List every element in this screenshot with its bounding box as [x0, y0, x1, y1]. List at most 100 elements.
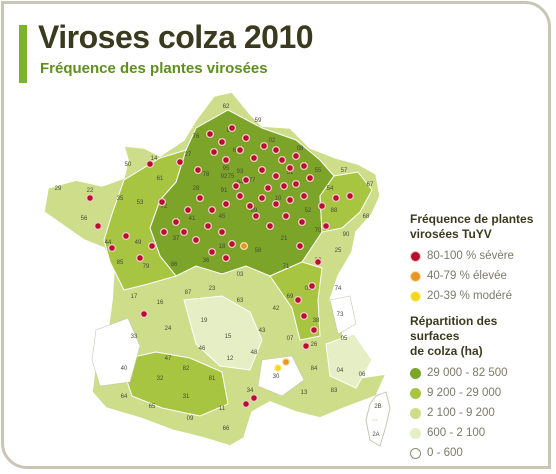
department-label-29: 29 [55, 186, 62, 192]
department-label-19: 19 [201, 318, 208, 324]
virus-frequency-dot [309, 325, 319, 335]
department-label-78: 78 [203, 172, 210, 178]
department-label-65: 65 [149, 404, 156, 410]
department-label-16: 16 [157, 300, 164, 306]
department-label-40: 40 [121, 366, 128, 372]
zone-none-southwest [91, 317, 141, 387]
department-label-91: 91 [221, 188, 228, 194]
department-label-71: 71 [283, 264, 290, 270]
department-label-23: 23 [209, 286, 216, 292]
department-label-2B: 2B [374, 404, 381, 410]
virus-frequency-dot [279, 181, 289, 191]
virus-frequency-dot [293, 295, 303, 305]
surface-legend-title: Répartition des surfaces de colza (ha) [410, 314, 550, 359]
department-label-55: 55 [315, 168, 322, 174]
department-label-50: 50 [125, 162, 132, 168]
virus-frequency-dot [217, 137, 227, 147]
virus-frequency-dot [179, 227, 189, 237]
department-label-24: 24 [165, 326, 172, 332]
virus-frequency-dot [183, 205, 193, 215]
zone-medium-east [319, 171, 373, 233]
corsica [365, 391, 391, 447]
department-label-17: 17 [131, 294, 138, 300]
virus-frequency-dot [265, 221, 275, 231]
virus-frequency-dot [195, 193, 205, 203]
department-label-56: 56 [81, 216, 88, 222]
virus-frequency-dot [231, 181, 241, 191]
department-label-35: 35 [117, 196, 124, 202]
department-label-22: 22 [87, 188, 94, 194]
department-label-63: 63 [237, 298, 244, 304]
department-label-51: 51 [287, 170, 294, 176]
frequency-swatch-moderate [410, 290, 421, 302]
department-label-82: 82 [183, 366, 190, 372]
virus-frequency-dot [241, 133, 251, 143]
virus-frequency-dot [299, 311, 309, 321]
virus-frequency-dot [263, 183, 273, 193]
virus-frequency-dot [209, 147, 219, 157]
department-label-84: 84 [311, 366, 318, 372]
virus-frequency-dot [271, 145, 281, 155]
department-label-36: 36 [203, 258, 210, 264]
virus-frequency-dots [85, 123, 355, 409]
frequency-legend-item: 40-79 % élevée [410, 266, 550, 286]
virus-frequency-dot [281, 211, 291, 221]
virus-frequency-dot [191, 235, 201, 245]
department-label-77: 77 [249, 178, 256, 184]
surface-swatch-3 [410, 407, 421, 419]
surface-legend-item: 2 100 - 9 200 [410, 403, 550, 423]
virus-frequency-dot [227, 239, 237, 249]
department-label-62: 62 [223, 104, 230, 110]
department-label-27: 27 [185, 152, 192, 158]
virus-frequency-dot [307, 281, 317, 291]
surface-legend-title-line1: Répartition des surfaces [410, 314, 498, 343]
department-label-72: 72 [161, 204, 168, 210]
department-label-87: 87 [185, 290, 192, 296]
department-label-68: 68 [363, 214, 370, 220]
virus-frequency-dot [291, 151, 301, 161]
department-label-69: 69 [287, 294, 294, 300]
frequency-swatch-high [410, 270, 421, 282]
department-label-32: 32 [157, 376, 164, 382]
department-label-34: 34 [247, 388, 254, 394]
virus-frequency-dot [271, 199, 281, 209]
zone-medium-southwest [119, 351, 229, 417]
zone-none-east [329, 295, 357, 335]
virus-frequency-dot [217, 227, 227, 237]
department-label-05: 05 [341, 336, 348, 342]
department-label-10: 10 [275, 196, 282, 202]
frequency-legend-title-line1: Fréquence de plantes [410, 212, 534, 226]
department-label-12: 12 [227, 356, 234, 362]
virus-frequency-dot [221, 155, 231, 165]
virus-frequency-dot [245, 201, 255, 211]
surface-legend-item: 9 200 - 29 000 [410, 383, 550, 403]
virus-frequency-dot [257, 193, 267, 203]
virus-frequency-dot [139, 309, 149, 319]
department-label-83: 83 [331, 388, 338, 394]
department-label-86: 86 [171, 262, 178, 268]
virus-frequency-dot [331, 193, 341, 203]
virus-frequency-dot [227, 123, 237, 133]
department-label-14: 14 [151, 156, 158, 162]
department-label-58: 58 [255, 248, 262, 254]
department-label-73: 73 [337, 312, 344, 318]
virus-frequency-dot [85, 193, 95, 203]
department-label-70: 70 [315, 228, 322, 234]
virus-frequency-dot [121, 231, 131, 241]
virus-frequency-dot [299, 191, 309, 201]
department-label-66: 66 [223, 426, 230, 432]
virus-frequency-dot [249, 153, 259, 163]
surface-label-4: 600 - 2 100 [427, 427, 486, 439]
surface-swatch-2 [410, 387, 421, 399]
virus-frequency-dot [251, 211, 261, 221]
department-label-04: 04 [337, 368, 344, 374]
department-label-30: 30 [273, 374, 280, 380]
department-label-07: 07 [287, 336, 294, 342]
zone-medium-north [103, 149, 187, 291]
department-label-41: 41 [189, 216, 196, 222]
department-label-11: 11 [219, 406, 226, 412]
frequency-legend-item: 80-100 % sévère [410, 246, 550, 266]
virus-frequency-dot [295, 241, 305, 251]
virus-frequency-dot [159, 227, 169, 237]
department-label-54: 54 [327, 186, 334, 192]
